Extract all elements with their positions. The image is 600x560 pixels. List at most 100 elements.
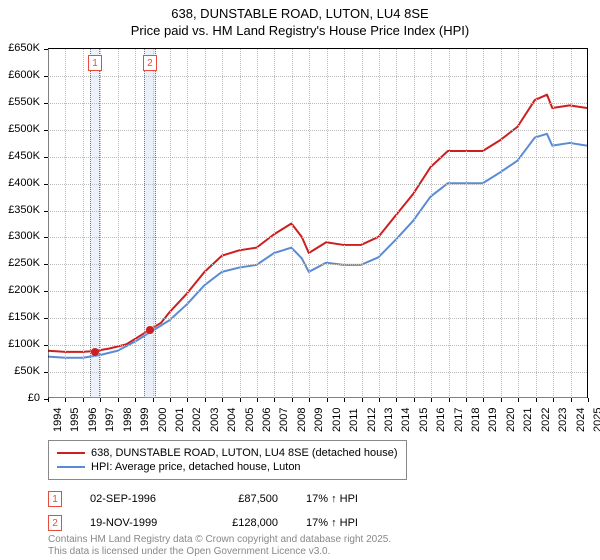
gridline-v xyxy=(571,49,572,398)
gridline-v xyxy=(205,49,206,398)
series-line xyxy=(48,95,587,352)
sale-price: £87,500 xyxy=(208,493,278,505)
x-tick-label: 2020 xyxy=(505,408,517,432)
gridline-h xyxy=(48,103,587,104)
sale-point xyxy=(91,348,99,356)
gridline-v xyxy=(292,49,293,398)
x-tick-label: 2007 xyxy=(278,408,290,432)
legend-item: HPI: Average price, detached house, Luto… xyxy=(57,461,398,473)
gridline-v xyxy=(344,49,345,398)
y-tick-label: £600K xyxy=(8,69,40,81)
gridline-v xyxy=(431,49,432,398)
x-tick-label: 2012 xyxy=(366,408,378,432)
gridline-v xyxy=(449,49,450,398)
legend-label: HPI: Average price, detached house, Luto… xyxy=(91,461,301,473)
gridline-h xyxy=(48,237,587,238)
y-tick-label: £400K xyxy=(8,177,40,189)
x-tick-label: 1997 xyxy=(104,408,116,432)
sale-marker: 2 xyxy=(48,515,62,531)
x-tick-label: 2025 xyxy=(592,408,600,432)
sale-date: 02-SEP-1996 xyxy=(90,493,180,505)
y-tick-label: £100K xyxy=(8,338,40,350)
gridline-v xyxy=(466,49,467,398)
sale-row: 102-SEP-1996£87,50017% ↑ HPI xyxy=(48,490,386,508)
sale-marker-box: 1 xyxy=(88,55,102,71)
x-tick-label: 2022 xyxy=(540,408,552,432)
gridline-h xyxy=(48,211,587,212)
gridline-v xyxy=(327,49,328,398)
x-tick-label: 1995 xyxy=(69,408,81,432)
x-tick-label: 2024 xyxy=(575,408,587,432)
sale-price: £128,000 xyxy=(208,517,278,529)
y-tick-label: £550K xyxy=(8,96,40,108)
gridline-h xyxy=(48,76,587,77)
legend-swatch xyxy=(57,452,85,454)
footnote-line2: This data is licensed under the Open Gov… xyxy=(48,546,391,558)
gridline-v xyxy=(222,49,223,398)
gridline-v xyxy=(379,49,380,398)
gridline-v xyxy=(274,49,275,398)
x-tick-label: 2021 xyxy=(522,408,534,432)
gridline-v xyxy=(187,49,188,398)
sale-marker: 1 xyxy=(48,491,62,507)
x-tick-label: 2006 xyxy=(261,408,273,432)
sale-date: 19-NOV-1999 xyxy=(90,517,180,529)
gridline-v xyxy=(414,49,415,398)
gridline-v xyxy=(257,49,258,398)
chart-container: 638, DUNSTABLE ROAD, LUTON, LU4 8SE Pric… xyxy=(0,0,600,560)
x-tick-label: 2017 xyxy=(453,408,465,432)
y-tick-label: £150K xyxy=(8,311,40,323)
gridline-v xyxy=(362,49,363,398)
legend-label: 638, DUNSTABLE ROAD, LUTON, LU4 8SE (det… xyxy=(91,447,398,459)
gridline-v xyxy=(83,49,84,398)
gridline-v xyxy=(483,49,484,398)
x-tick-label: 2019 xyxy=(487,408,499,432)
x-tick-label: 2002 xyxy=(191,408,203,432)
sale-marker-box: 2 xyxy=(143,55,157,71)
x-tick-label: 2005 xyxy=(244,408,256,432)
gridline-v xyxy=(553,49,554,398)
series-line xyxy=(48,134,587,358)
x-tick-label: 1996 xyxy=(87,408,99,432)
legend: 638, DUNSTABLE ROAD, LUTON, LU4 8SE (det… xyxy=(48,440,407,480)
title-subtitle: Price paid vs. HM Land Registry's House … xyxy=(0,23,600,40)
x-tick-label: 2000 xyxy=(157,408,169,432)
gridline-v xyxy=(518,49,519,398)
gridline-h xyxy=(48,130,587,131)
x-tick-label: 1994 xyxy=(52,408,64,432)
x-tick-label: 2004 xyxy=(226,408,238,432)
y-tick-label: £200K xyxy=(8,284,40,296)
footnote: Contains HM Land Registry data © Crown c… xyxy=(48,534,391,558)
x-tick-label: 2018 xyxy=(470,408,482,432)
gridline-v xyxy=(100,49,101,398)
gridline-v xyxy=(118,49,119,398)
gridline-v xyxy=(309,49,310,398)
gridline-v xyxy=(135,49,136,398)
gridline-h xyxy=(48,184,587,185)
gridline-h xyxy=(48,291,587,292)
sale-row: 2 19-NOV-1999 £128,000 17% ↑ HPI xyxy=(48,514,386,532)
title-address: 638, DUNSTABLE ROAD, LUTON, LU4 8SE xyxy=(0,6,600,23)
gridline-h xyxy=(48,345,587,346)
y-tick-label: £350K xyxy=(8,204,40,216)
legend-swatch xyxy=(57,466,85,468)
gridline-h xyxy=(48,157,587,158)
sale-delta: 17% ↑ HPI xyxy=(306,517,386,529)
gridline-v xyxy=(396,49,397,398)
gridline-v xyxy=(170,49,171,398)
y-tick-label: £0 xyxy=(28,392,40,404)
gridline-h xyxy=(48,318,587,319)
plot-area: 12 xyxy=(48,48,588,398)
x-axis: 1994199519961997199819992000200120022003… xyxy=(48,400,588,440)
x-tick-label: 1998 xyxy=(122,408,134,432)
gridline-v xyxy=(240,49,241,398)
gridline-h xyxy=(48,264,587,265)
y-tick-label: £500K xyxy=(8,123,40,135)
y-tick-label: £450K xyxy=(8,150,40,162)
x-tick-label: 2015 xyxy=(418,408,430,432)
y-tick-label: £50K xyxy=(14,365,40,377)
gridline-v xyxy=(65,49,66,398)
x-tick-label: 2010 xyxy=(331,408,343,432)
gridline-v xyxy=(501,49,502,398)
footnote-line1: Contains HM Land Registry data © Crown c… xyxy=(48,534,391,546)
